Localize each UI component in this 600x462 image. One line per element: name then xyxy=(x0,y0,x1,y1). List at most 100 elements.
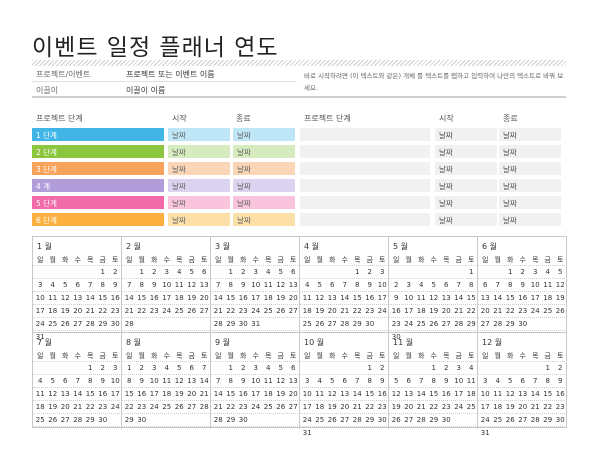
calendar-day[interactable]: 11 xyxy=(416,294,426,302)
calendar-day[interactable]: 18 xyxy=(263,294,273,302)
calendar-day[interactable]: 13 xyxy=(441,294,451,302)
phase-start-date[interactable]: 날짜 xyxy=(168,128,230,141)
calendar-day[interactable]: 24 xyxy=(302,416,312,424)
calendar-day[interactable]: 27 xyxy=(518,416,528,424)
calendar-day[interactable]: 16 xyxy=(110,294,120,302)
calendar-day[interactable]: 24 xyxy=(162,307,172,315)
calendar-day[interactable]: 21 xyxy=(213,403,223,411)
calendar-day[interactable]: 29 xyxy=(226,416,236,424)
calendar-day[interactable]: 26 xyxy=(555,307,565,315)
calendar-day[interactable]: 5 xyxy=(330,377,335,385)
calendar-day[interactable]: 27 xyxy=(60,416,70,424)
calendar-day[interactable]: 23 xyxy=(518,307,528,315)
phase-end-date[interactable]: 날짜 xyxy=(233,196,295,209)
calendar-day[interactable]: 3 xyxy=(38,281,43,289)
calendar-day[interactable]: 1 xyxy=(545,364,550,372)
calendar-day[interactable]: 30 xyxy=(377,416,387,424)
calendar-day[interactable]: 8 xyxy=(127,377,132,385)
calendar-day[interactable]: 18 xyxy=(162,390,172,398)
calendar-day[interactable]: 6 xyxy=(75,281,80,289)
calendar-day[interactable]: 2 xyxy=(380,364,385,372)
calendar-day[interactable]: 31 xyxy=(302,429,312,437)
calendar-day[interactable]: 23 xyxy=(441,403,451,411)
calendar-day[interactable]: 11 xyxy=(466,377,476,385)
calendar-day[interactable]: 10 xyxy=(454,377,464,385)
calendar-day[interactable]: 2 xyxy=(139,364,144,372)
calendar-day[interactable]: 12 xyxy=(555,281,565,289)
calendar-day[interactable]: 30 xyxy=(391,333,401,341)
calendar-day[interactable]: 29 xyxy=(352,320,362,328)
calendar-day[interactable]: 25 xyxy=(174,307,184,315)
calendar-day[interactable]: 3 xyxy=(152,364,157,372)
calendar-day[interactable]: 25 xyxy=(48,320,58,328)
calendar-day[interactable]: 26 xyxy=(276,307,286,315)
calendar-day[interactable]: 20 xyxy=(441,307,451,315)
calendar-day[interactable]: 23 xyxy=(110,307,120,315)
calendar-day[interactable]: 1 xyxy=(228,268,233,276)
calendar-day[interactable]: 12 xyxy=(187,281,197,289)
calendar-day[interactable]: 15 xyxy=(226,294,236,302)
calendar-day[interactable]: 20 xyxy=(288,390,298,398)
calendar-day[interactable]: 12 xyxy=(429,294,439,302)
calendar-day[interactable]: 4 xyxy=(164,364,169,372)
calendar-day[interactable]: 21 xyxy=(340,307,350,315)
calendar-day[interactable]: 19 xyxy=(315,307,325,315)
calendar-day[interactable]: 19 xyxy=(48,403,58,411)
calendar-day[interactable]: 12 xyxy=(60,294,70,302)
phase-name[interactable]: 4 계 xyxy=(32,179,164,192)
calendar-day[interactable]: 19 xyxy=(60,307,70,315)
calendar-day[interactable]: 29 xyxy=(466,320,476,328)
calendar-day[interactable]: 17 xyxy=(35,307,45,315)
calendar-day[interactable]: 8 xyxy=(508,281,513,289)
calendar-day[interactable]: 21 xyxy=(85,307,95,315)
right-phase-name[interactable] xyxy=(300,145,430,158)
calendar-day[interactable]: 10 xyxy=(302,390,312,398)
calendar-day[interactable]: 1 xyxy=(367,364,372,372)
calendar-day[interactable]: 5 xyxy=(394,377,399,385)
calendar-day[interactable]: 23 xyxy=(137,403,147,411)
calendar-day[interactable]: 29 xyxy=(85,416,95,424)
calendar-day[interactable]: 16 xyxy=(238,294,248,302)
calendar-day[interactable]: 10 xyxy=(162,281,172,289)
calendar-day[interactable]: 28 xyxy=(213,320,223,328)
calendar-day[interactable]: 23 xyxy=(238,307,248,315)
calendar-day[interactable]: 23 xyxy=(555,403,565,411)
calendar-day[interactable]: 9 xyxy=(113,281,118,289)
calendar-day[interactable]: 12 xyxy=(276,281,286,289)
calendar-day[interactable]: 11 xyxy=(162,377,172,385)
calendar-day[interactable]: 7 xyxy=(202,364,207,372)
calendar-day[interactable]: 6 xyxy=(444,281,449,289)
calendar-day[interactable]: 28 xyxy=(199,403,209,411)
calendar-day[interactable]: 26 xyxy=(60,320,70,328)
calendar-day[interactable]: 17 xyxy=(110,390,120,398)
calendar-day[interactable]: 29 xyxy=(226,320,236,328)
calendar-day[interactable]: 10 xyxy=(404,294,414,302)
calendar-day[interactable]: 27 xyxy=(327,320,337,328)
calendar-day[interactable]: 27 xyxy=(340,416,350,424)
calendar-day[interactable]: 14 xyxy=(352,390,362,398)
phase-start-date[interactable]: 날짜 xyxy=(168,145,230,158)
right-phase-end[interactable]: 날짜 xyxy=(499,196,561,209)
calendar-day[interactable]: 1 xyxy=(139,268,144,276)
calendar-day[interactable]: 7 xyxy=(419,377,424,385)
calendar-day[interactable]: 28 xyxy=(530,416,540,424)
calendar-day[interactable]: 23 xyxy=(365,307,375,315)
calendar-day[interactable]: 9 xyxy=(558,377,563,385)
right-phase-end[interactable]: 날짜 xyxy=(499,213,561,226)
calendar-day[interactable]: 30 xyxy=(365,320,375,328)
calendar-day[interactable]: 6 xyxy=(291,364,296,372)
calendar-day[interactable]: 9 xyxy=(367,281,372,289)
calendar-day[interactable]: 6 xyxy=(330,281,335,289)
calendar-day[interactable]: 26 xyxy=(174,403,184,411)
calendar-day[interactable]: 25 xyxy=(493,416,503,424)
calendar-day[interactable]: 5 xyxy=(63,281,68,289)
calendar-day[interactable]: 3 xyxy=(380,268,385,276)
calendar-day[interactable]: 28 xyxy=(85,320,95,328)
calendar-day[interactable]: 3 xyxy=(406,281,411,289)
right-phase-end[interactable]: 날짜 xyxy=(499,128,561,141)
calendar-day[interactable]: 4 xyxy=(419,281,424,289)
calendar-day[interactable]: 5 xyxy=(278,364,283,372)
calendar-day[interactable]: 29 xyxy=(98,320,108,328)
calendar-day[interactable]: 11 xyxy=(302,294,312,302)
calendar-day[interactable]: 15 xyxy=(543,390,553,398)
